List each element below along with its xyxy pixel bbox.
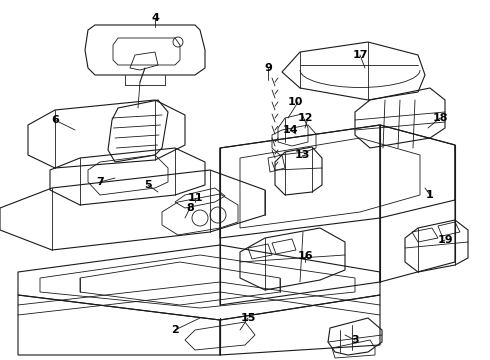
Text: 10: 10 (287, 97, 303, 107)
Text: 19: 19 (437, 235, 453, 245)
Text: 6: 6 (51, 115, 59, 125)
Text: 2: 2 (171, 325, 179, 335)
Text: 18: 18 (432, 113, 448, 123)
Text: 13: 13 (294, 150, 310, 160)
Text: 14: 14 (282, 125, 298, 135)
Text: 16: 16 (297, 251, 313, 261)
Text: 9: 9 (264, 63, 272, 73)
Text: 7: 7 (96, 177, 104, 187)
Text: 17: 17 (352, 50, 368, 60)
Text: 11: 11 (187, 193, 203, 203)
Text: 4: 4 (151, 13, 159, 23)
Text: 3: 3 (351, 335, 359, 345)
Text: 1: 1 (426, 190, 434, 200)
Text: 8: 8 (186, 203, 194, 213)
Text: 12: 12 (297, 113, 313, 123)
Text: 15: 15 (240, 313, 256, 323)
Text: 5: 5 (144, 180, 152, 190)
